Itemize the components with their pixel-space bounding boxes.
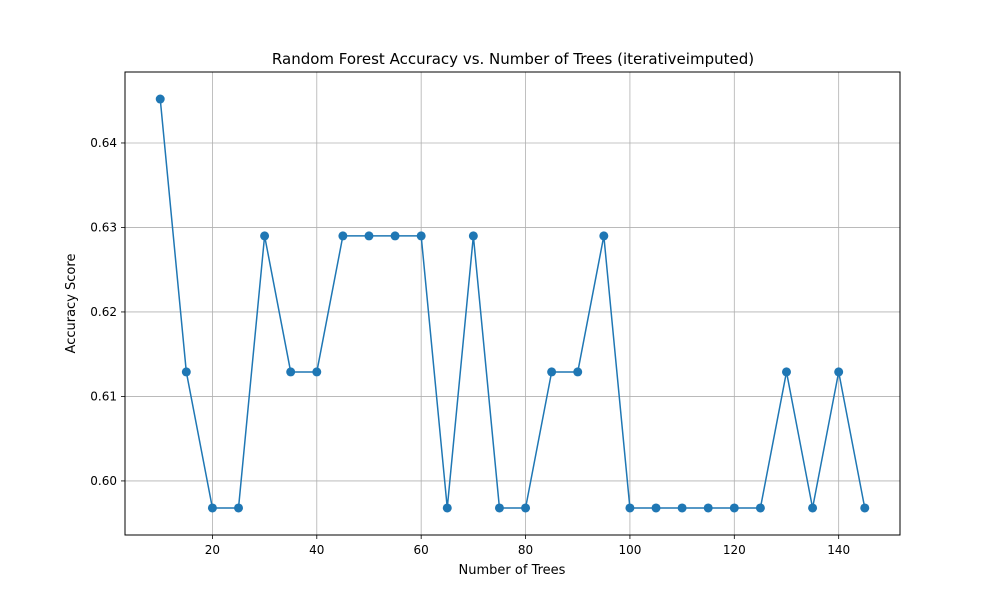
data-point — [651, 503, 661, 513]
series-line-group — [155, 94, 870, 513]
data-point — [729, 503, 739, 513]
x-tick-label: 140 — [827, 543, 850, 557]
x-tick-label: 100 — [618, 543, 641, 557]
y-tick-label: 0.63 — [90, 220, 117, 234]
data-point — [181, 367, 191, 377]
plot-area-frame — [124, 71, 901, 536]
data-point — [390, 231, 400, 241]
data-point — [521, 503, 531, 513]
data-point — [155, 94, 165, 104]
x-tick-label: 40 — [309, 543, 324, 557]
x-axis-label: Number of Trees — [459, 563, 566, 578]
data-point — [338, 231, 348, 241]
data-point — [677, 503, 687, 513]
series-line — [159, 98, 866, 509]
data-point — [364, 231, 374, 241]
data-point — [547, 367, 557, 377]
x-tick-label: 80 — [518, 543, 533, 557]
data-point — [286, 367, 296, 377]
y-tick-label: 0.60 — [90, 474, 117, 488]
data-point — [755, 503, 765, 513]
data-point — [834, 367, 844, 377]
y-axis-label: Accuracy Score — [64, 254, 79, 354]
data-point — [625, 503, 635, 513]
data-point — [573, 367, 583, 377]
y-tick-label: 0.61 — [90, 389, 117, 403]
data-point — [599, 231, 609, 241]
x-tick-label: 60 — [414, 543, 429, 557]
y-tick-label: 0.62 — [90, 305, 117, 319]
data-point — [207, 503, 217, 513]
data-point — [703, 503, 713, 513]
x-tick-label: 20 — [205, 543, 220, 557]
chart-title: Random Forest Accuracy vs. Number of Tre… — [272, 50, 754, 68]
grid — [125, 72, 900, 535]
y-tick-label: 0.64 — [90, 136, 117, 150]
data-point — [494, 503, 504, 513]
data-point — [416, 231, 426, 241]
axis-ticks: 20 40 60 80 100 120 140 0.60 0.61 0.62 0.63 0.64 — [90, 136, 850, 557]
data-point — [808, 503, 818, 513]
data-point — [860, 503, 870, 513]
data-point — [312, 367, 322, 377]
data-point — [442, 503, 452, 513]
x-tick-label: 120 — [723, 543, 746, 557]
data-point — [234, 503, 244, 513]
data-point — [781, 367, 791, 377]
data-point — [260, 231, 270, 241]
data-point — [468, 231, 478, 241]
